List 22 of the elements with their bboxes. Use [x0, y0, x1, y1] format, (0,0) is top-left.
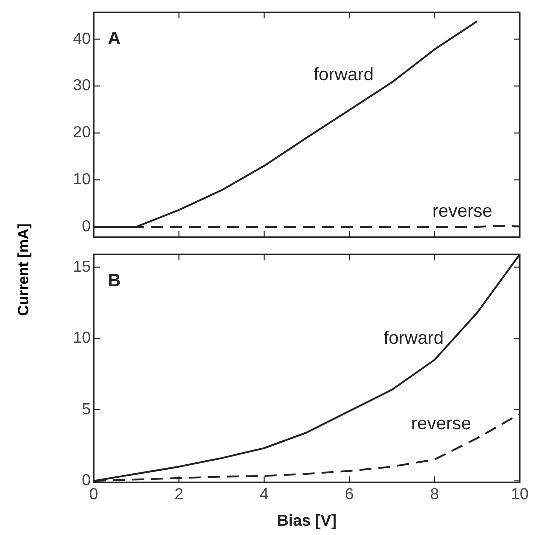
series-label: reverse: [432, 201, 493, 222]
x-tick-label: 6: [345, 486, 354, 504]
y-tick-label: 40: [73, 30, 92, 48]
x-tick-label: 10: [511, 486, 529, 504]
y-tick-label: 20: [73, 124, 92, 142]
y-tick-label: 0: [82, 218, 92, 236]
annotation: B: [108, 270, 121, 291]
y-tick-label: 15: [73, 258, 92, 276]
y-axis-title: Current [mA]: [16, 224, 32, 316]
y-tick-label: 30: [73, 78, 92, 95]
x-tick-label: 8: [430, 486, 440, 504]
x-tick-label: 4: [260, 486, 269, 504]
y-tick-label: 10: [73, 330, 92, 348]
series-label: reverse: [411, 413, 472, 434]
annotation: A: [108, 28, 121, 49]
y-tick-label: 5: [82, 401, 92, 418]
y-tick-label: 10: [73, 172, 92, 189]
y-tick-label: 0: [82, 472, 92, 490]
series-label: forward: [314, 64, 374, 85]
x-tick-label: 2: [174, 486, 184, 504]
x-axis-title: Bias [V]: [277, 512, 337, 530]
series-label: forward: [384, 328, 444, 348]
